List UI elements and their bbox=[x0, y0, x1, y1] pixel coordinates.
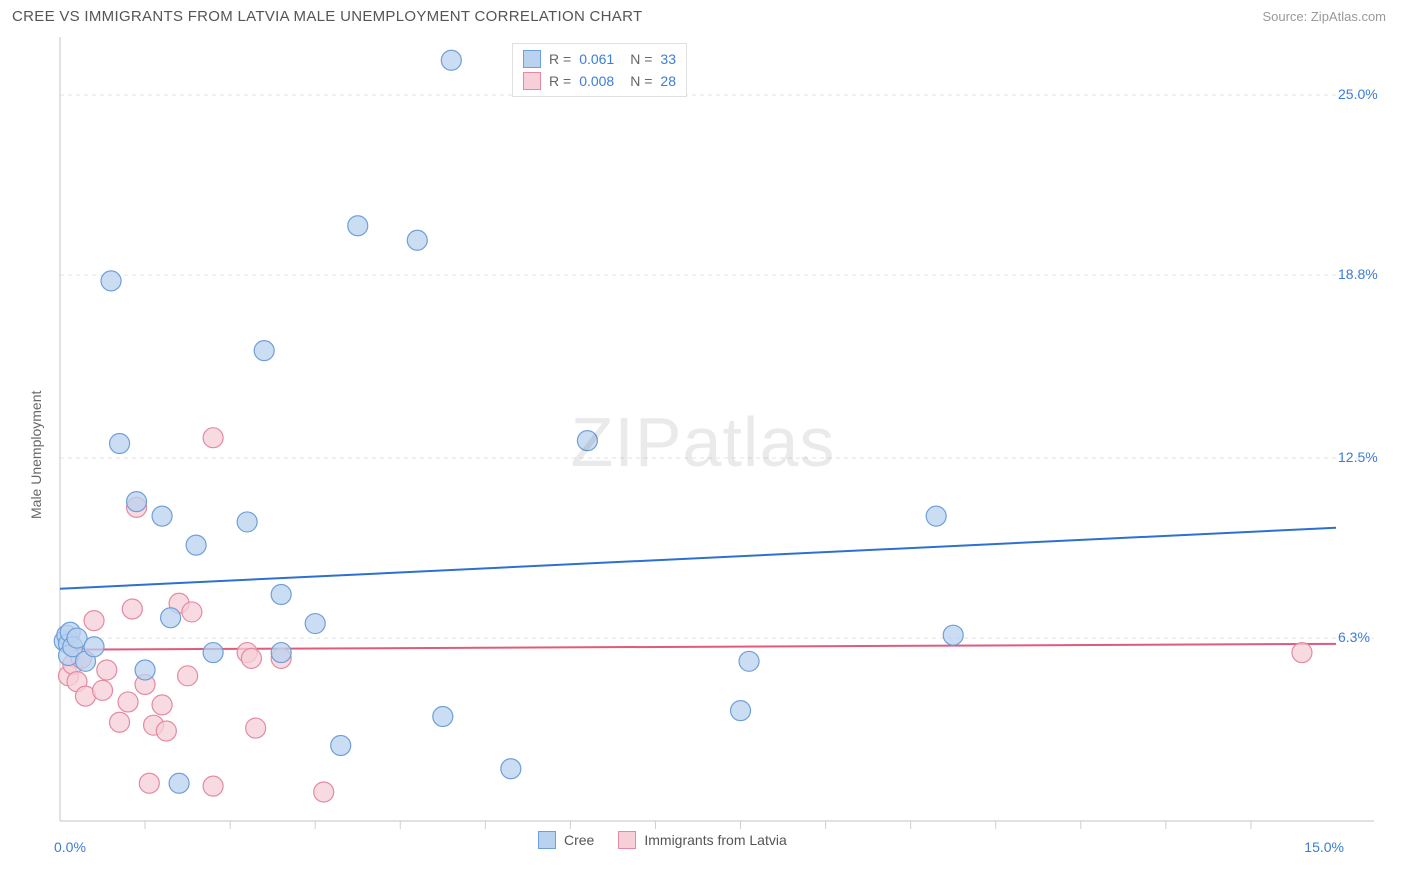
series-legend: Cree Immigrants from Latvia bbox=[538, 831, 787, 849]
stat-n-label: N = bbox=[630, 51, 652, 67]
stat-r-label: R = bbox=[549, 51, 571, 67]
legend-item: Immigrants from Latvia bbox=[618, 831, 786, 849]
source-attribution: Source: ZipAtlas.com bbox=[1262, 9, 1386, 24]
stat-r-value: 0.008 bbox=[579, 73, 614, 89]
series-swatch bbox=[523, 72, 541, 90]
stat-n-value: 33 bbox=[660, 51, 676, 67]
series-name: Immigrants from Latvia bbox=[644, 832, 786, 848]
series-swatch bbox=[538, 831, 556, 849]
y-grid-label: 6.3% bbox=[1338, 629, 1370, 645]
stat-r-label: R = bbox=[549, 73, 571, 89]
series-swatch bbox=[618, 831, 636, 849]
chart-container: ZIPatlas R =0.061N =33R =0.008N =28 Male… bbox=[12, 31, 1394, 861]
x-axis-max-label: 15.0% bbox=[1304, 839, 1344, 855]
y-axis-label: Male Unemployment bbox=[28, 391, 44, 519]
correlation-legend: R = 0.061 N = 33 R = 0.008 N = 28 bbox=[512, 43, 687, 97]
series-swatch bbox=[523, 50, 541, 68]
y-grid-label: 25.0% bbox=[1338, 86, 1378, 102]
legend-stat-row: R = 0.061 N = 33 bbox=[523, 48, 676, 70]
stat-r-value: 0.061 bbox=[579, 51, 614, 67]
x-axis-min-label: 0.0% bbox=[54, 839, 86, 855]
stat-n-label: N = bbox=[630, 73, 652, 89]
series-name: Cree bbox=[564, 832, 594, 848]
legend-item: Cree bbox=[538, 831, 594, 849]
legend-stat-row: R = 0.008 N = 28 bbox=[523, 70, 676, 92]
stat-n-value: 28 bbox=[660, 73, 676, 89]
y-grid-label: 12.5% bbox=[1338, 449, 1378, 465]
chart-title: CREE VS IMMIGRANTS FROM LATVIA MALE UNEM… bbox=[12, 8, 642, 25]
scatter-chart bbox=[12, 31, 1394, 861]
y-grid-label: 18.8% bbox=[1338, 266, 1378, 282]
